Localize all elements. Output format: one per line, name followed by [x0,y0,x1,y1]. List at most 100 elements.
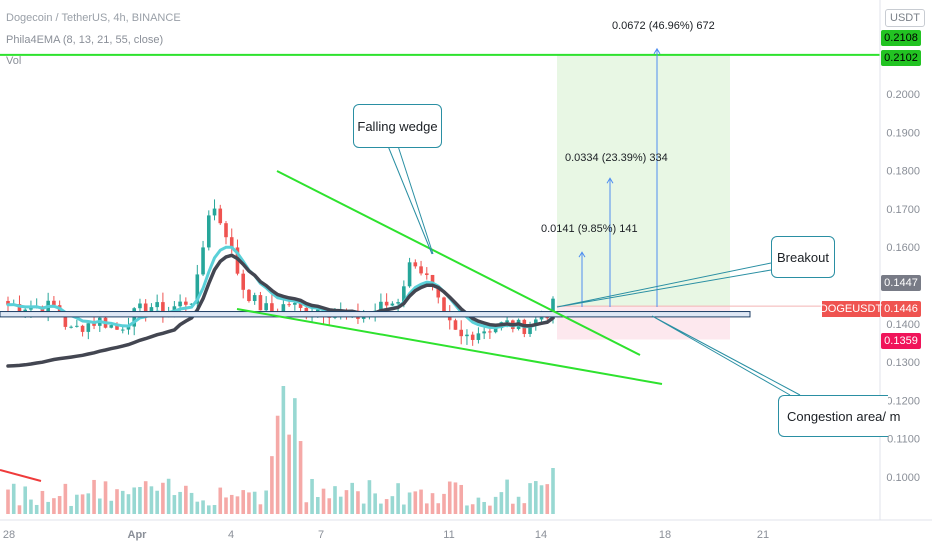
volume-bar [304,502,309,514]
candle-body [189,303,194,305]
volume-bar [201,500,205,514]
candle-body [224,223,228,238]
volume-bar [528,483,532,514]
volume-bar [34,504,39,514]
price-tag-last: 0.1446 [881,301,921,317]
volume-bar [396,483,400,514]
measure-arrow-head-1 [578,251,586,258]
candle-body [201,247,205,275]
candle-body [551,298,555,318]
candle-body [161,302,165,317]
falling-wedge-callout[interactable]: Falling wedge [353,104,442,148]
y-tick-label: 0.1000 [886,472,920,484]
volume-bar [40,490,45,514]
candle-body [252,295,257,302]
volume-bar [138,487,142,514]
volume-bar [505,479,509,514]
volume-bar [264,490,268,514]
candle-body [120,329,125,331]
congestion-band [0,311,751,318]
volume-bar [97,498,102,514]
volume-bar [384,499,389,514]
volume-bar [270,456,274,514]
candle-body [396,302,400,304]
volume-bar [75,494,79,514]
chart-title: Dogecoin / TetherUS, 4h, BINANCE [6,12,181,24]
volume-bar [11,483,16,514]
volume-bar [218,487,223,514]
measure-arrow-head-2 [606,177,614,184]
symbol-tag: DOGEUSDT [819,301,883,317]
volume-bar [224,497,228,514]
volume-bar [247,492,251,514]
volume-bar [172,495,177,514]
candle-body [75,325,79,327]
volume-bar [539,485,544,514]
volume-bar [155,490,159,514]
volume-bar [258,504,263,514]
volume-bar [390,496,395,514]
candle-body [241,273,246,290]
candle-body [143,303,148,313]
x-tick-label: 11 [443,529,454,541]
candle-body [206,215,211,248]
ema-slow-line [6,253,555,368]
congestion-callout[interactable]: Congestion area/ m [778,395,900,437]
y-tick-label: 0.1400 [886,319,920,331]
volume-bar [63,483,68,514]
candle-body [138,303,142,309]
volume-bar [103,481,108,514]
volume-bar [195,501,200,514]
volume-bar [252,491,257,514]
volume-bar [92,479,96,514]
volume-bar [511,503,515,514]
volume-bar [367,480,372,514]
volume-bar [344,490,349,514]
volume-bar [533,481,538,514]
candle-body [109,325,114,328]
candle-body [178,301,182,307]
breakout-callout[interactable]: Breakout [771,236,835,278]
price-tag-target-top: 0.2108 [881,30,921,46]
x-tick-label: 7 [318,529,324,541]
volume-bar [52,498,56,514]
candle-body [430,274,435,286]
volume-bar [120,490,125,514]
candle-body [424,273,429,275]
candle-body [533,319,538,326]
volume-bar [46,501,50,514]
candle-body [453,320,458,330]
volume-legend[interactable]: Vol [6,55,22,67]
volume-bar [424,503,429,514]
congestion-callout-pointer [651,315,801,396]
position-zones [557,54,730,340]
volume-bar [241,490,246,514]
candle-body [247,289,251,302]
volume-bar [206,505,211,514]
volume-bar [476,497,481,514]
volume-bar [419,489,423,514]
candle-body [482,331,486,334]
candle-body [23,309,28,312]
volume-bar [493,496,498,514]
volume-bar [402,504,406,514]
x-tick-label: 28 [3,529,15,541]
y-tick-label: 0.1900 [886,127,920,139]
indicator-legend[interactable]: Phila4EMA (8, 13, 21, 55, close) [6,34,164,46]
currency-button[interactable]: USDT [885,9,925,27]
volume-bar [29,499,33,514]
volume-bar [321,488,326,514]
volume-bars [6,386,555,514]
volume-bar [275,415,280,514]
volume-bar [281,386,286,514]
measure-label-2: 0.0334 (23.39%) 334 [565,152,668,164]
candle-body [149,307,154,313]
volume-bar [522,503,527,514]
candle-body [442,297,446,312]
price-tag-target-line: 0.2102 [881,50,921,66]
volume-bar [23,486,28,514]
measure-label-3: 0.0672 (46.96%) 672 [612,20,715,32]
candle-body [413,262,418,267]
candle-body [436,285,441,298]
